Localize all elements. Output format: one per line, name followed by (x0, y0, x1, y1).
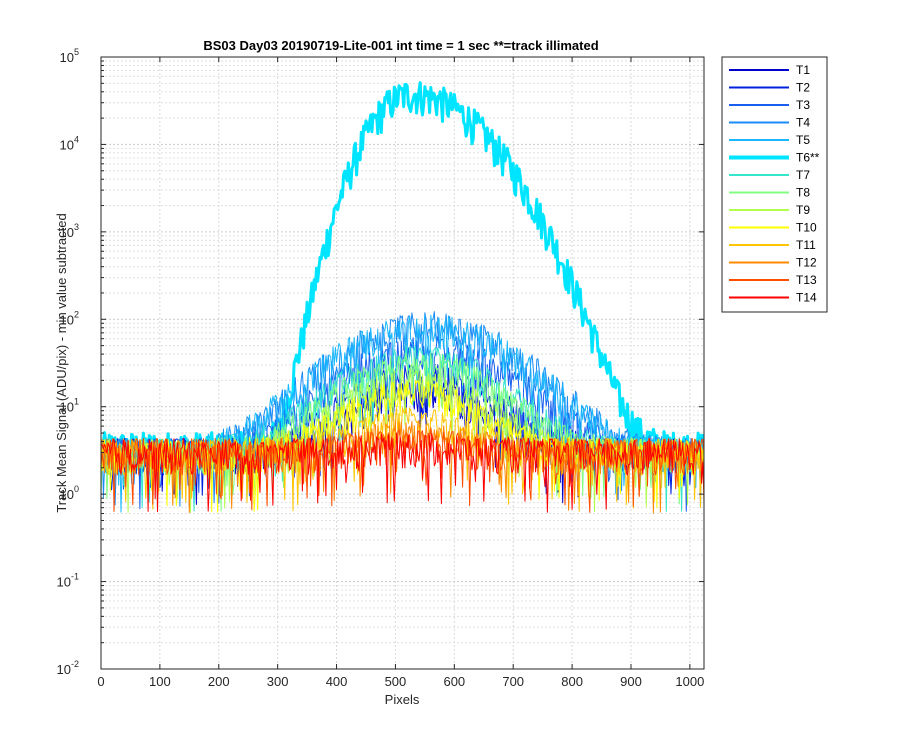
y-tick-label: 103 (60, 222, 79, 240)
x-tick-label: 700 (502, 674, 524, 689)
legend: T1 T2 T3 T4 T5 T6** T7 T8 T9 T10 T11 T12 T13 T14 (721, 56, 828, 313)
x-axis-label: Pixels (385, 692, 420, 707)
legend-label: T14 (796, 291, 817, 305)
x-tick-label: 600 (443, 674, 465, 689)
series-line-t13 (101, 428, 704, 513)
legend-label: T1 (796, 63, 810, 77)
series-group (101, 81, 704, 514)
series-line-t11 (101, 407, 704, 512)
y-tick-label: 102 (60, 309, 79, 327)
x-tick-label: 500 (385, 674, 407, 689)
series-line-t14 (101, 432, 704, 513)
y-tick-label: 10-1 (57, 572, 79, 590)
x-tick-label: 200 (208, 674, 230, 689)
plot-area (101, 81, 704, 514)
legend-label: T4 (796, 116, 810, 130)
legend-label: T12 (796, 256, 817, 270)
legend-label: T5 (796, 133, 810, 147)
legend-label: T2 (796, 81, 810, 95)
plot-frame (100, 56, 705, 670)
x-tick-label: 1000 (675, 674, 704, 689)
x-tick-label: 0 (97, 674, 104, 689)
x-tick-label: 300 (267, 674, 289, 689)
x-tick-label: 400 (326, 674, 348, 689)
y-axis-label: Track Mean Signal (ADU/pix) - min value … (54, 213, 69, 512)
legend-label: T7 (796, 168, 810, 182)
y-tick-label: 10-2 (57, 659, 79, 677)
axes: 0 100 200 300 400 500 600 700 800 900 1000 10-2 10-1… (57, 47, 705, 689)
y-tick-label: 100 (60, 484, 79, 502)
series-line-t8 (101, 352, 704, 512)
y-tick-label: 104 (60, 134, 79, 152)
chart-title: BS03 Day03 20190719-Lite-001 int time = … (203, 38, 598, 53)
y-tick-label: 101 (60, 397, 79, 415)
legend-label: T11 (796, 238, 816, 252)
legend-box (721, 56, 828, 313)
legend-label: T6** (796, 151, 820, 165)
legend-label: T3 (796, 98, 810, 112)
legend-label: T9 (796, 203, 810, 217)
x-tick-label: 100 (149, 674, 171, 689)
legend-label: T13 (796, 273, 817, 287)
x-tick-label: 900 (620, 674, 642, 689)
legend-label: T10 (796, 221, 817, 235)
x-tick-label: 800 (561, 674, 583, 689)
y-tick-label: 105 (60, 47, 79, 65)
legend-label: T8 (796, 186, 810, 200)
